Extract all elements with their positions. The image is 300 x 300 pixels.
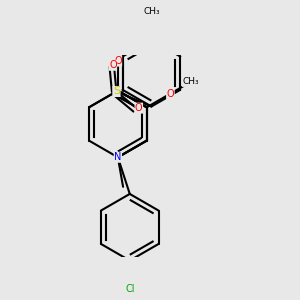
Text: Cl: Cl xyxy=(125,284,134,294)
Text: O: O xyxy=(135,103,142,113)
Text: CH₃: CH₃ xyxy=(143,8,160,16)
Text: O: O xyxy=(114,56,122,66)
Text: S: S xyxy=(113,86,120,97)
Text: O: O xyxy=(109,60,117,70)
Text: CH₃: CH₃ xyxy=(182,77,199,86)
Text: N: N xyxy=(114,152,122,162)
Text: O: O xyxy=(167,88,174,99)
